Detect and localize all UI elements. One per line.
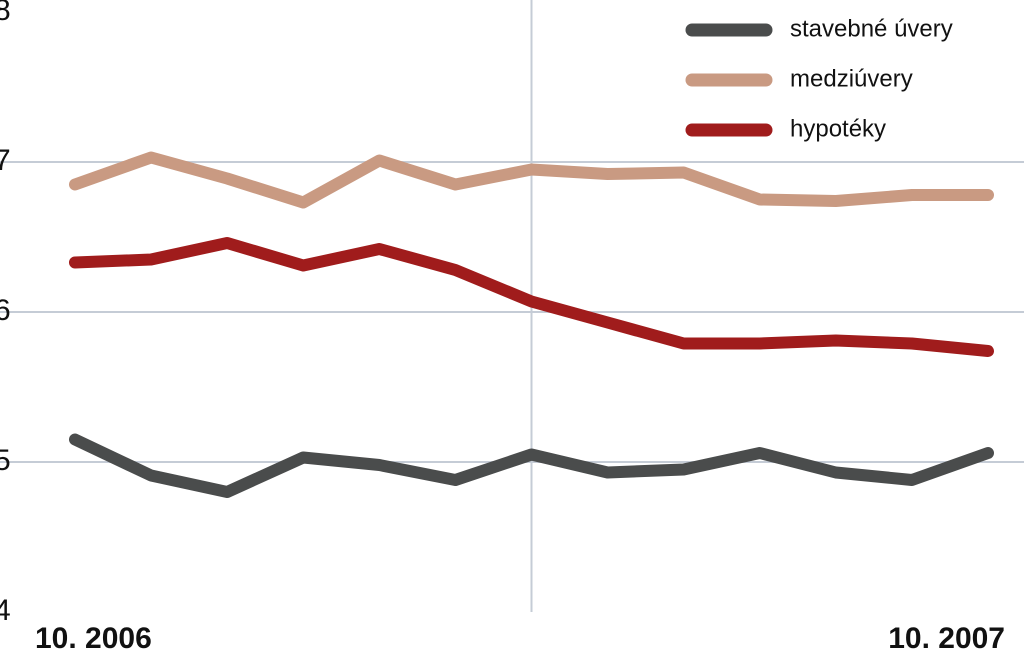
y-tick-label: 4 — [0, 594, 11, 627]
series-line — [69, 151, 994, 209]
y-tick-label: 8 — [0, 0, 11, 27]
x-tick-label: 10. 2006 — [35, 622, 152, 655]
legend-label: stavebné úvery — [790, 15, 953, 42]
series-line — [69, 433, 994, 498]
y-tick-label: 7 — [0, 144, 11, 177]
legend-label: hypotéky — [790, 115, 886, 142]
series-line — [69, 237, 994, 357]
legend-label: medziúvery — [790, 65, 913, 92]
y-tick-label: 6 — [0, 294, 11, 327]
x-tick-label: 10. 2007 — [888, 622, 1005, 655]
y-tick-label: 5 — [0, 444, 11, 477]
